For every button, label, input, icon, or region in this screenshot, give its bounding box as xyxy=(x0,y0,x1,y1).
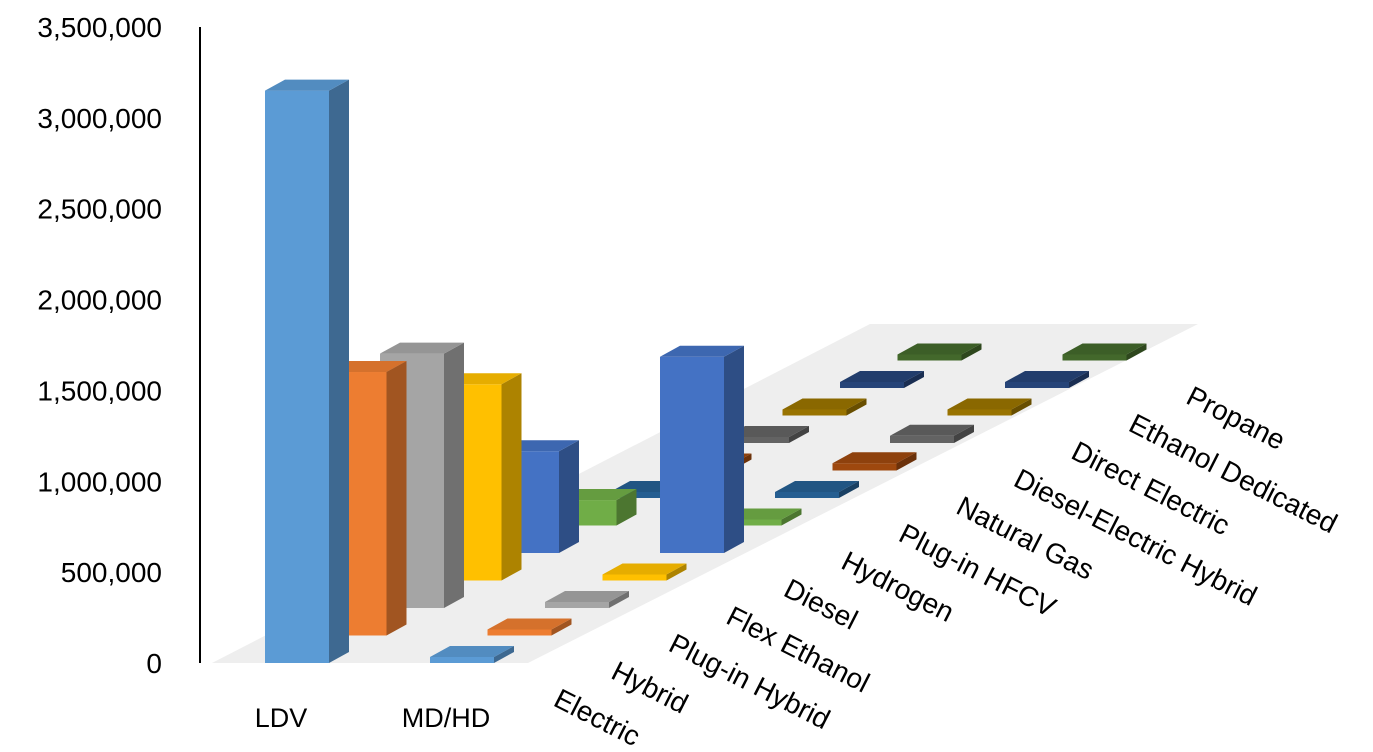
bar xyxy=(1062,343,1147,361)
bar xyxy=(487,618,572,636)
bar xyxy=(782,398,867,416)
bar xyxy=(832,452,917,471)
bar xyxy=(265,79,349,664)
y-tick-label: 0 xyxy=(146,648,162,679)
y-tick-label: 1,500,000 xyxy=(37,375,162,406)
category-labels: LDV MD/HD xyxy=(255,703,491,733)
series-label: Diesel xyxy=(779,573,862,636)
y-tick-label: 1,000,000 xyxy=(37,466,162,497)
bar xyxy=(725,426,809,443)
y-tick-label: 3,000,000 xyxy=(37,103,162,134)
category-label: LDV xyxy=(255,703,308,733)
bar xyxy=(545,591,629,608)
category-label: MD/HD xyxy=(402,703,491,733)
bar xyxy=(890,424,974,443)
series-label: Hybrid xyxy=(607,655,693,719)
bar xyxy=(660,345,744,553)
bar xyxy=(1005,371,1089,388)
y-tick-label: 3,500,000 xyxy=(37,12,162,43)
bars xyxy=(265,79,1147,664)
bar xyxy=(430,646,514,663)
bar xyxy=(947,398,1032,416)
bar xyxy=(602,563,687,581)
y-tick-label: 2,000,000 xyxy=(37,285,162,316)
bar xyxy=(840,371,924,388)
bar xyxy=(897,343,982,361)
y-axis-ticks: 0 500,000 1,000,000 1,500,000 2,000,000 2,500… xyxy=(37,12,162,679)
y-tick-label: 500,000 xyxy=(61,557,162,588)
bar xyxy=(775,481,859,498)
y-tick-label: 2,500,000 xyxy=(37,194,162,225)
